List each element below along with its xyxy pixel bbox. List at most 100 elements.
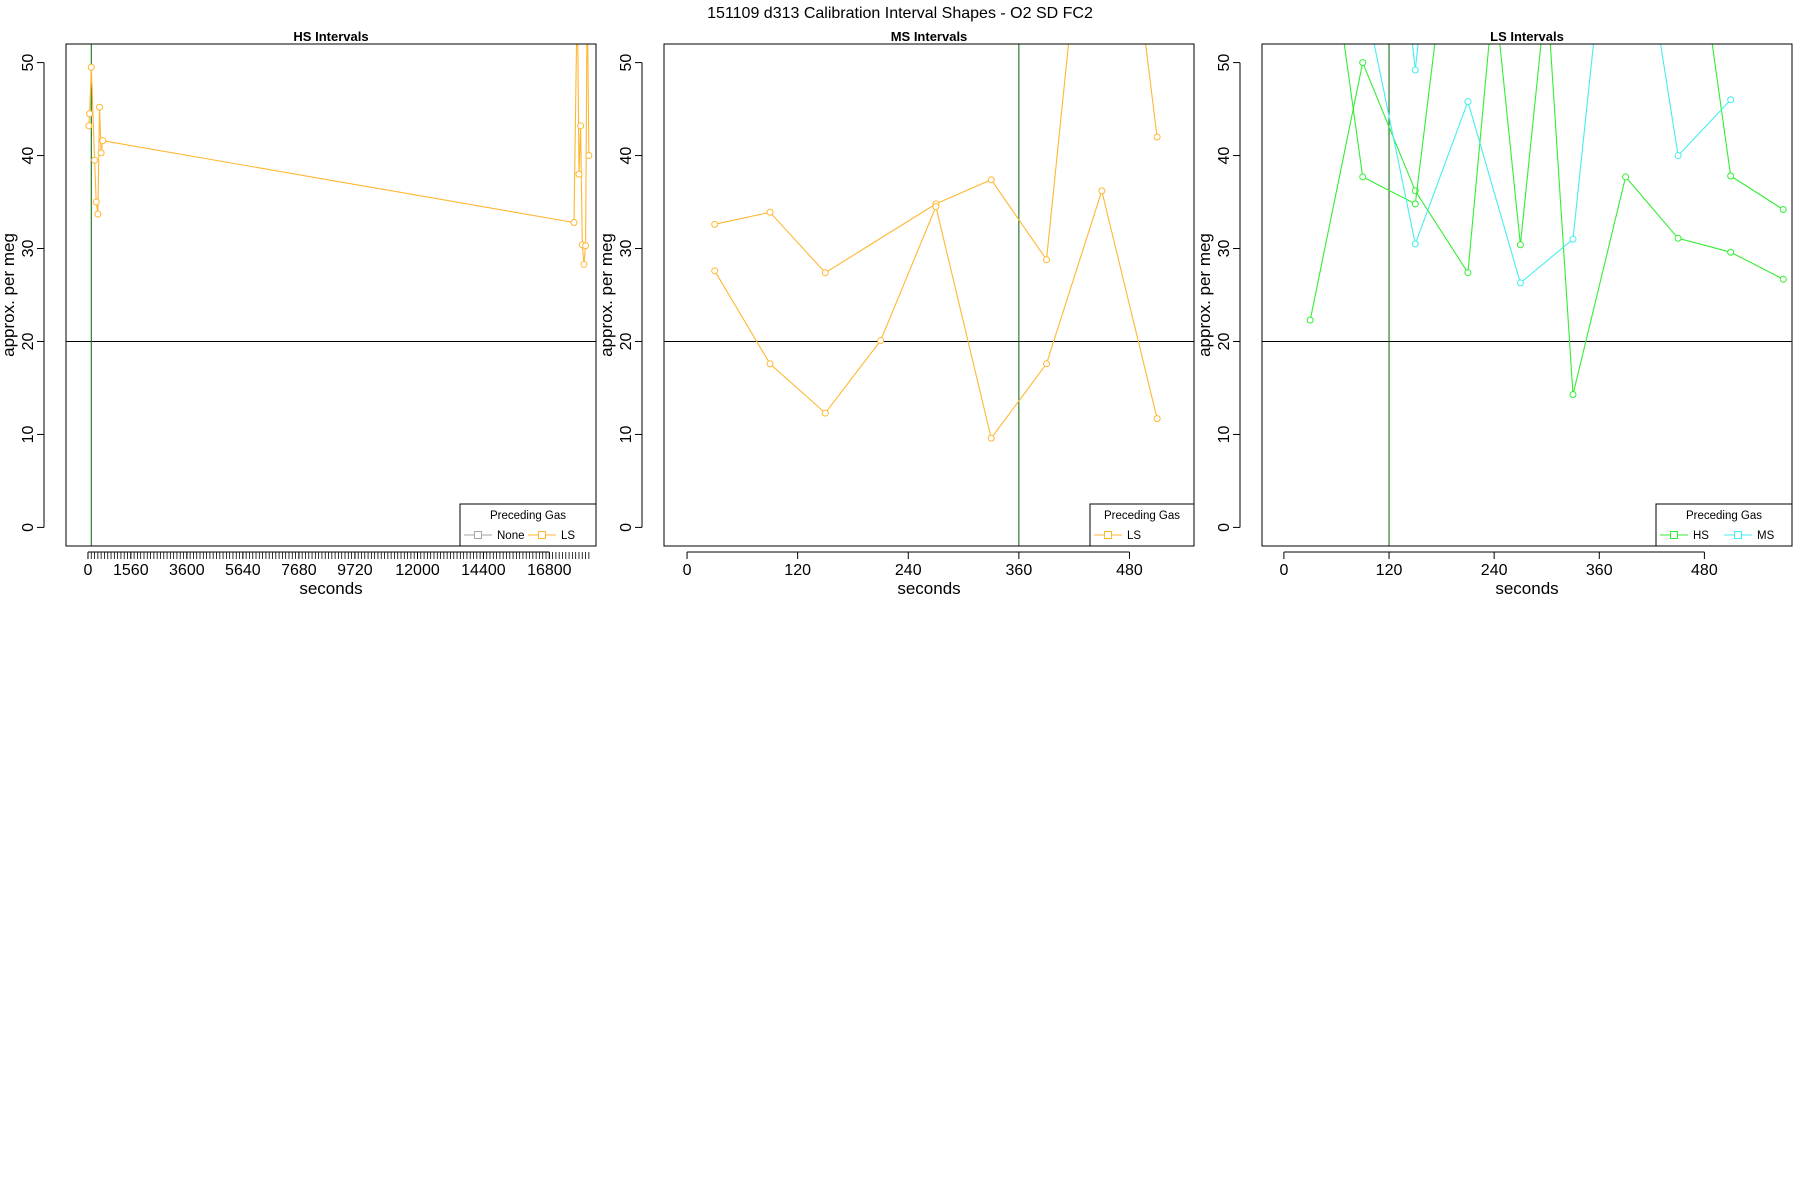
chart-title: LS Intervals: [1490, 29, 1564, 44]
y-tick-label: 40: [618, 147, 635, 165]
y-axis-label: approx. per meg: [1195, 233, 1214, 357]
series-group: [85, 44, 593, 268]
x-tick-label: 240: [1481, 562, 1508, 579]
chart-panel-3: LS Intervals 0 120 240 360 480 seconds 0 10 20 30 4…: [1195, 29, 1793, 598]
legend-entry-label: LS: [561, 530, 575, 542]
data-point-ls: [91, 156, 99, 164]
x-tick-label: 240: [895, 562, 922, 579]
data-point-hs: [1727, 248, 1735, 256]
y-tick-label: 20: [1216, 332, 1233, 350]
data-point-ls: [99, 137, 107, 145]
x-axis-label: seconds: [897, 579, 960, 598]
x-tick-label: 9720: [337, 562, 373, 579]
data-point-hs: [1779, 205, 1787, 213]
reference-lines: [664, 44, 1194, 546]
y-tick-label: 30: [618, 240, 635, 258]
y-tick-label: 0: [1216, 523, 1233, 532]
legend-swatch-marker: [1670, 531, 1678, 539]
data-point-hs: [1569, 390, 1577, 398]
legend-swatch-marker: [474, 531, 482, 539]
y-tick-label: 40: [20, 147, 37, 165]
series-line-ls: [1145, 44, 1158, 138]
x-tick-label: 360: [1586, 562, 1613, 579]
x-tick-label: 16800: [527, 562, 572, 579]
data-point-ls: [87, 63, 95, 71]
data-point-ls: [577, 122, 585, 130]
data-point-ms: [1411, 240, 1419, 248]
x-tick-label: 0: [683, 562, 692, 579]
y-tick-label: 30: [1216, 240, 1233, 258]
data-point-ms: [1464, 98, 1472, 106]
data-point-ls: [94, 210, 102, 218]
legend-entry-label: MS: [1757, 530, 1775, 542]
data-point-hs: [1359, 173, 1367, 181]
legend-swatch-marker: [1734, 531, 1742, 539]
data-point-ls: [96, 103, 104, 111]
data-point-ms: [1569, 235, 1577, 243]
legend: Preceding Gas None LS: [459, 503, 597, 547]
plot-frame: [65, 43, 597, 547]
data-point-ls: [932, 203, 940, 211]
y-axis-label: approx. per meg: [597, 233, 616, 357]
data-point-ls: [821, 269, 829, 277]
y-tick-label: 20: [20, 332, 37, 350]
data-point-ls: [766, 360, 774, 368]
series-line-hs: [1549, 44, 1784, 395]
legend-title: Preceding Gas: [1686, 510, 1762, 522]
x-tick-label: 120: [1376, 562, 1403, 579]
legend-swatch-marker: [1104, 531, 1112, 539]
x-tick-label: 120: [784, 562, 811, 579]
chart-panel-2: MS Intervals 0 120 240 360 480 seconds 0 10 20 30 4…: [597, 29, 1195, 598]
x-tick-label: 14400: [461, 562, 506, 579]
data-point-hs: [1779, 275, 1787, 283]
data-point-ls: [585, 152, 593, 160]
x-tick-label: 0: [1279, 562, 1288, 579]
data-point-ls: [1043, 256, 1051, 264]
y-tick-label: 30: [20, 240, 37, 258]
data-point-hs: [1306, 316, 1314, 324]
x-tick-label: 1560: [113, 562, 149, 579]
data-point-ls: [86, 110, 94, 118]
data-point-hs: [1464, 269, 1472, 277]
x-tick-label: 3600: [169, 562, 205, 579]
y-tick-label: 50: [1216, 54, 1233, 72]
y-tick-label: 20: [618, 332, 635, 350]
x-tick-label: 480: [1116, 562, 1143, 579]
y-tick-label: 40: [1216, 147, 1233, 165]
x-tick-label: 360: [1006, 562, 1033, 579]
data-point-ls: [97, 149, 105, 157]
data-point-ls: [987, 434, 995, 442]
y-tick-label: 10: [20, 425, 37, 443]
data-point-ls: [575, 170, 583, 178]
series-group: [1306, 44, 1787, 398]
legend-box: [1655, 503, 1793, 547]
data-point-ls: [580, 260, 588, 268]
x-tick-label: 5640: [225, 562, 261, 579]
legend: Preceding Gas LS: [1089, 503, 1195, 547]
y-tick-label: 0: [618, 523, 635, 532]
legend: Preceding Gas HS MS: [1655, 503, 1793, 547]
data-point-ls: [711, 220, 719, 228]
data-point-ls: [711, 267, 719, 275]
data-point-ls: [877, 337, 885, 345]
x-axis-label: seconds: [299, 579, 362, 598]
x-axis-label: seconds: [1495, 579, 1558, 598]
y-tick-label: 50: [618, 54, 635, 72]
data-point-hs: [1727, 172, 1735, 180]
y-tick-label: 10: [1216, 425, 1233, 443]
legend-title: Preceding Gas: [1104, 510, 1180, 522]
y-axis-label: approx. per meg: [0, 233, 18, 357]
data-point-ls: [582, 242, 590, 250]
data-point-ls: [1043, 360, 1051, 368]
x-tick-label: 12000: [395, 562, 440, 579]
figure-title: 151109 d313 Calibration Interval Shapes …: [707, 5, 1093, 22]
data-point-ls: [1153, 415, 1161, 423]
series-line-ms: [1373, 44, 1595, 284]
data-point-ls: [92, 198, 100, 206]
legend-swatch-marker: [538, 531, 546, 539]
data-point-hs: [1516, 241, 1524, 249]
data-point-ls: [1098, 187, 1106, 195]
data-point-hs: [1622, 173, 1630, 181]
